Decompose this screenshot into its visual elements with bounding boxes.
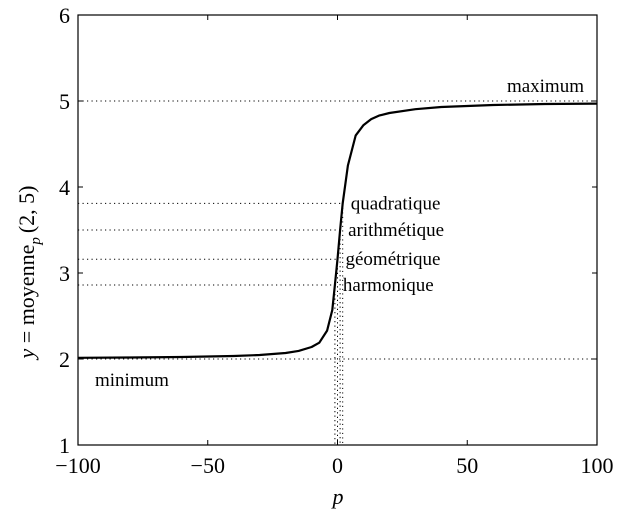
y-tick-label: 1 (59, 433, 70, 458)
annotation-label: arithmétique (348, 220, 444, 241)
y-tick-label: 5 (59, 89, 70, 114)
x-tick-label: −100 (55, 453, 100, 478)
y-tick-label: 4 (59, 175, 70, 200)
x-tick-label: −50 (191, 453, 225, 478)
series-layer (77, 102, 598, 359)
y-tick-label: 3 (59, 261, 70, 286)
y-axis-label-var: y (14, 348, 39, 360)
annotation-label: maximum (507, 76, 584, 97)
series-line (77, 102, 598, 359)
annotation-label: harmonique (343, 275, 434, 296)
annotation-label: quadratique (351, 193, 441, 214)
x-tick-label: 0 (332, 453, 343, 478)
y-tick-label: 2 (59, 347, 70, 372)
annotations: maximum quadratique arithmétique géométriqu… (95, 76, 584, 391)
x-tick-label: 100 (581, 453, 614, 478)
annotation-label: minimum (95, 370, 169, 391)
axis-ticks: −100 −50 0 50 100 1 2 3 4 5 6 (55, 3, 613, 478)
x-axis-label: p (331, 484, 344, 509)
x-tick-label: 50 (456, 453, 478, 478)
y-axis-label: y = moyennep (2, 5) (14, 186, 44, 361)
y-axis-label-args: (2, 5) (14, 186, 39, 234)
reference-lines (78, 100, 597, 445)
y-axis-label-eq: = moyenne (14, 245, 39, 349)
y-tick-label: 6 (59, 3, 70, 28)
annotation-label: géométrique (346, 249, 441, 270)
y-axis-label-sub: p (28, 237, 44, 246)
